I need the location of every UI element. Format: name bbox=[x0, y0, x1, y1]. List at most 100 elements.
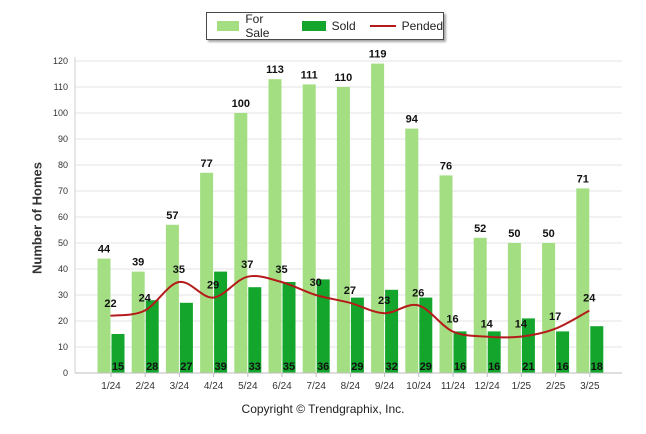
x-tick-label: 1/24 bbox=[101, 381, 121, 392]
bar-for-sale bbox=[268, 79, 282, 373]
legend-swatch-pended bbox=[369, 25, 396, 27]
data-label-sold: 15 bbox=[112, 361, 124, 373]
x-tick-label: 6/24 bbox=[272, 381, 292, 392]
data-label-pended: 35 bbox=[173, 264, 185, 276]
data-labels: 44 15 39 28 57 27 77 39 100 33 113 35 111 36 110 29 119 3… bbox=[98, 49, 603, 373]
data-label-sold: 33 bbox=[249, 361, 261, 373]
y-axis: 0 10 20 30 40 50 60 70 80 90 100 110 120 bbox=[53, 56, 76, 378]
data-label-pended: 24 bbox=[139, 293, 152, 305]
pended-line bbox=[110, 275, 590, 339]
bar-sold bbox=[145, 300, 159, 373]
data-label-sold: 36 bbox=[317, 361, 329, 373]
data-label-sold: 18 bbox=[591, 361, 603, 373]
y-tick-label: 50 bbox=[58, 238, 68, 248]
legend-swatch-for-sale bbox=[217, 21, 240, 31]
x-tick-label: 9/24 bbox=[375, 381, 395, 392]
x-tick-label: 11/24 bbox=[441, 381, 466, 392]
x-axis: 1/24 2/24 3/24 4/24 5/24 6/24 7/24 8/24 9/24 10/2… bbox=[75, 372, 622, 392]
bar-for-sale bbox=[131, 271, 145, 373]
data-label-for-sale: 52 bbox=[474, 223, 486, 235]
x-tick-label: 10/24 bbox=[406, 381, 431, 392]
copyright: Copyright © Trendgraphix, Inc. bbox=[241, 402, 405, 416]
data-label-pended: 14 bbox=[481, 319, 494, 331]
data-label-pended: 23 bbox=[378, 295, 390, 307]
data-label-for-sale: 50 bbox=[508, 228, 520, 240]
y-tick-label: 110 bbox=[54, 82, 68, 92]
y-tick-label: 70 bbox=[58, 186, 68, 196]
data-label-sold: 39 bbox=[214, 361, 226, 373]
legend-label-sold: Sold bbox=[331, 19, 356, 33]
data-label-for-sale: 111 bbox=[301, 69, 318, 81]
legend-item-for-sale: For Sale bbox=[217, 12, 288, 40]
data-label-pended: 22 bbox=[104, 298, 116, 310]
y-tick-label: 60 bbox=[58, 212, 68, 222]
data-label-for-sale: 113 bbox=[266, 64, 284, 76]
data-label-for-sale: 100 bbox=[232, 98, 250, 110]
x-tick-label: 1/25 bbox=[512, 381, 532, 392]
bar-sold bbox=[179, 302, 193, 373]
data-label-for-sale: 76 bbox=[440, 160, 452, 172]
bar-sold bbox=[521, 318, 535, 373]
bar-sold bbox=[111, 334, 125, 373]
bar-for-sale bbox=[371, 63, 385, 373]
bar-for-sale bbox=[165, 224, 179, 373]
legend-item-pended: Pended bbox=[369, 19, 443, 33]
data-label-sold: 21 bbox=[522, 361, 534, 373]
bar-sold bbox=[487, 331, 501, 373]
data-label-pended: 16 bbox=[446, 313, 458, 325]
legend-label-pended: Pended bbox=[401, 19, 443, 33]
bar-sold bbox=[556, 331, 570, 373]
bar-for-sale bbox=[576, 188, 590, 373]
x-tick-label: 2/24 bbox=[135, 381, 155, 392]
data-label-for-sale: 57 bbox=[166, 210, 178, 222]
data-label-for-sale: 50 bbox=[542, 228, 554, 240]
bar-for-sale bbox=[439, 175, 453, 373]
data-label-pended: 29 bbox=[207, 280, 219, 292]
y-tick-label: 80 bbox=[58, 160, 68, 170]
data-label-for-sale: 77 bbox=[200, 158, 212, 170]
x-tick-label: 4/24 bbox=[204, 381, 224, 392]
x-tick-label: 7/24 bbox=[306, 381, 326, 392]
y-axis-title: Number of Homes bbox=[29, 162, 45, 274]
data-label-for-sale: 44 bbox=[98, 244, 111, 256]
data-label-for-sale: 71 bbox=[577, 173, 589, 185]
legend-swatch-sold bbox=[301, 21, 326, 31]
bar-for-sale bbox=[97, 258, 111, 373]
legend-label-for-sale: For Sale bbox=[245, 12, 270, 40]
y-tick-label: 90 bbox=[58, 134, 68, 144]
legend-item-sold: Sold bbox=[301, 19, 356, 33]
y-tick-label: 100 bbox=[53, 108, 68, 118]
data-label-pended: 27 bbox=[344, 285, 356, 297]
data-label-sold: 35 bbox=[283, 361, 295, 373]
data-label-sold: 29 bbox=[420, 361, 432, 373]
data-label-sold: 29 bbox=[351, 361, 363, 373]
data-label-pended: 17 bbox=[549, 311, 561, 323]
x-tick-label: 2/25 bbox=[546, 381, 566, 392]
data-label-pended: 24 bbox=[583, 293, 596, 305]
x-tick-label: 5/24 bbox=[238, 381, 258, 392]
bar-sold bbox=[282, 282, 296, 373]
bar-for-sale bbox=[542, 243, 556, 373]
data-label-pended: 37 bbox=[241, 259, 253, 271]
pended-line-group bbox=[110, 275, 590, 339]
data-label-pended: 35 bbox=[275, 264, 287, 276]
data-label-sold: 27 bbox=[180, 361, 192, 373]
y-tick-label: 0 bbox=[63, 368, 68, 378]
data-label-for-sale: 39 bbox=[132, 257, 144, 269]
bar-sold bbox=[248, 287, 262, 373]
data-label-pended: 30 bbox=[310, 277, 322, 289]
data-label-sold: 16 bbox=[488, 361, 500, 373]
bar-for-sale bbox=[200, 172, 214, 373]
data-label-sold: 16 bbox=[454, 361, 466, 373]
bar-sold bbox=[350, 297, 364, 373]
bar-for-sale bbox=[473, 237, 487, 373]
bar-for-sale bbox=[507, 243, 521, 373]
bar-sold bbox=[590, 326, 604, 373]
y-tick-label: 30 bbox=[58, 290, 68, 300]
x-tick-label: 12/24 bbox=[475, 381, 500, 392]
bar-for-sale bbox=[234, 113, 248, 373]
bar-sold bbox=[316, 279, 330, 373]
bar-for-sale bbox=[302, 84, 316, 374]
data-label-for-sale: 110 bbox=[335, 72, 353, 84]
